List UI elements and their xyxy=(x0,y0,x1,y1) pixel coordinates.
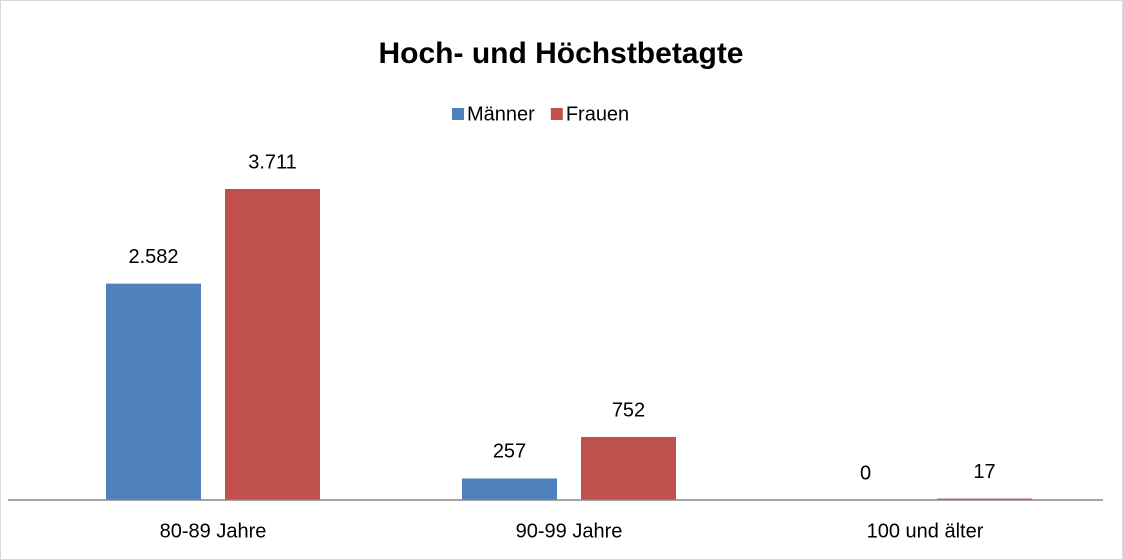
bar xyxy=(225,189,320,500)
x-tick-label: 100 und älter xyxy=(867,520,984,542)
bar xyxy=(581,436,676,500)
data-label: 257 xyxy=(493,441,526,463)
data-label: 0 xyxy=(860,462,871,484)
data-label: 2.582 xyxy=(128,246,178,268)
legend-swatch xyxy=(550,108,563,120)
chart-title: Hoch- und Höchstbetagte xyxy=(379,37,744,70)
bar xyxy=(462,478,557,500)
data-label: 752 xyxy=(612,399,645,421)
x-tick-label: 80-89 Jahre xyxy=(160,520,267,542)
legend-label: Frauen xyxy=(566,103,629,125)
bar xyxy=(106,283,201,500)
data-label: 17 xyxy=(973,461,995,483)
legend-label: Männer xyxy=(467,103,535,125)
data-label: 3.711 xyxy=(248,151,297,173)
legend-swatch xyxy=(452,108,464,120)
x-tick-label: 90-99 Jahre xyxy=(516,520,623,542)
